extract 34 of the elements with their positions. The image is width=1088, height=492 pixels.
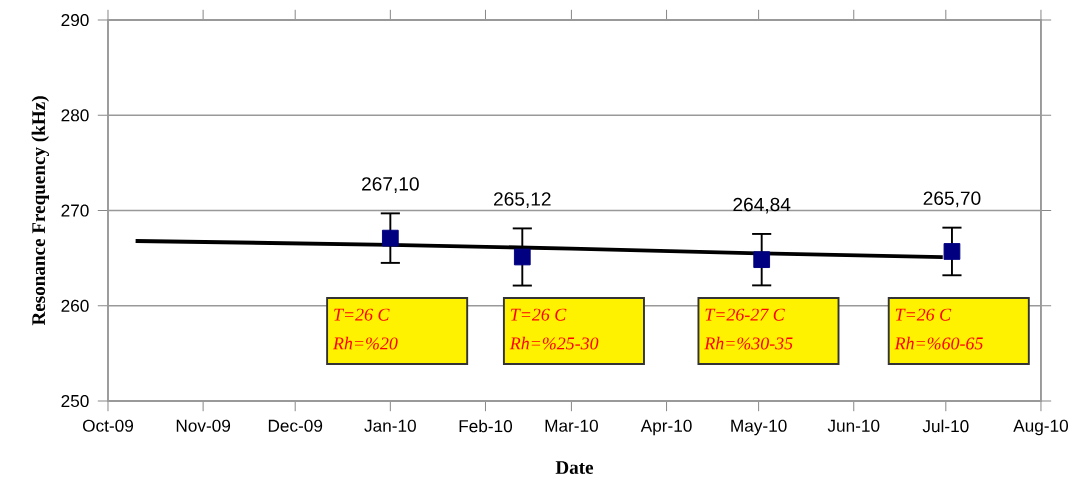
x-tick-label: Jun-10 — [827, 419, 880, 432]
x-tick-label: Oct-09 — [83, 419, 134, 432]
x-tick-label: Aug-10 — [1013, 419, 1069, 436]
annotation: Rh=%30-35 — [704, 336, 793, 350]
data-label: 265,12 — [494, 192, 551, 209]
x-tick-label: Jul-10 — [922, 419, 969, 433]
x-tick-label: Dec-09 — [268, 419, 323, 432]
data-label: 267,10 — [362, 177, 419, 193]
x-tick-label: Feb-10 — [459, 419, 513, 433]
x-tick-label: May-10 — [731, 419, 787, 436]
point — [753, 251, 771, 269]
y-tick-label: 290 — [61, 13, 89, 27]
annotation: Rh=%60-65 — [894, 336, 983, 350]
y-axis-title: Resonance Frequency (kHz) — [31, 96, 50, 326]
x-tick-label: Nov-09 — [176, 419, 231, 432]
annotation: T=26 C — [510, 308, 567, 321]
x-tick-label: Mar-10 — [545, 419, 598, 432]
annotation: T=26 C — [334, 308, 390, 321]
point — [513, 248, 531, 266]
x-tick-label: Jan-10 — [364, 419, 416, 432]
annotation: Rh=%25-30 — [509, 336, 599, 350]
y-tick-label: 280 — [61, 109, 89, 122]
y-tick-label: 250 — [61, 394, 89, 408]
y-tick-label: 260 — [61, 299, 89, 312]
y-tick-label: 270 — [61, 204, 89, 217]
x-tick-label: Apr-10 — [640, 419, 692, 436]
data-label: 264,84 — [733, 197, 791, 214]
annotation: Rh=%20 — [332, 336, 398, 350]
x-axis-title: Date — [555, 461, 594, 474]
annotation: T=26 C — [895, 308, 952, 321]
point — [381, 229, 399, 247]
point — [943, 243, 961, 260]
data-label: 265,70 — [923, 191, 981, 208]
annotation: T=26-27 C — [705, 308, 785, 321]
